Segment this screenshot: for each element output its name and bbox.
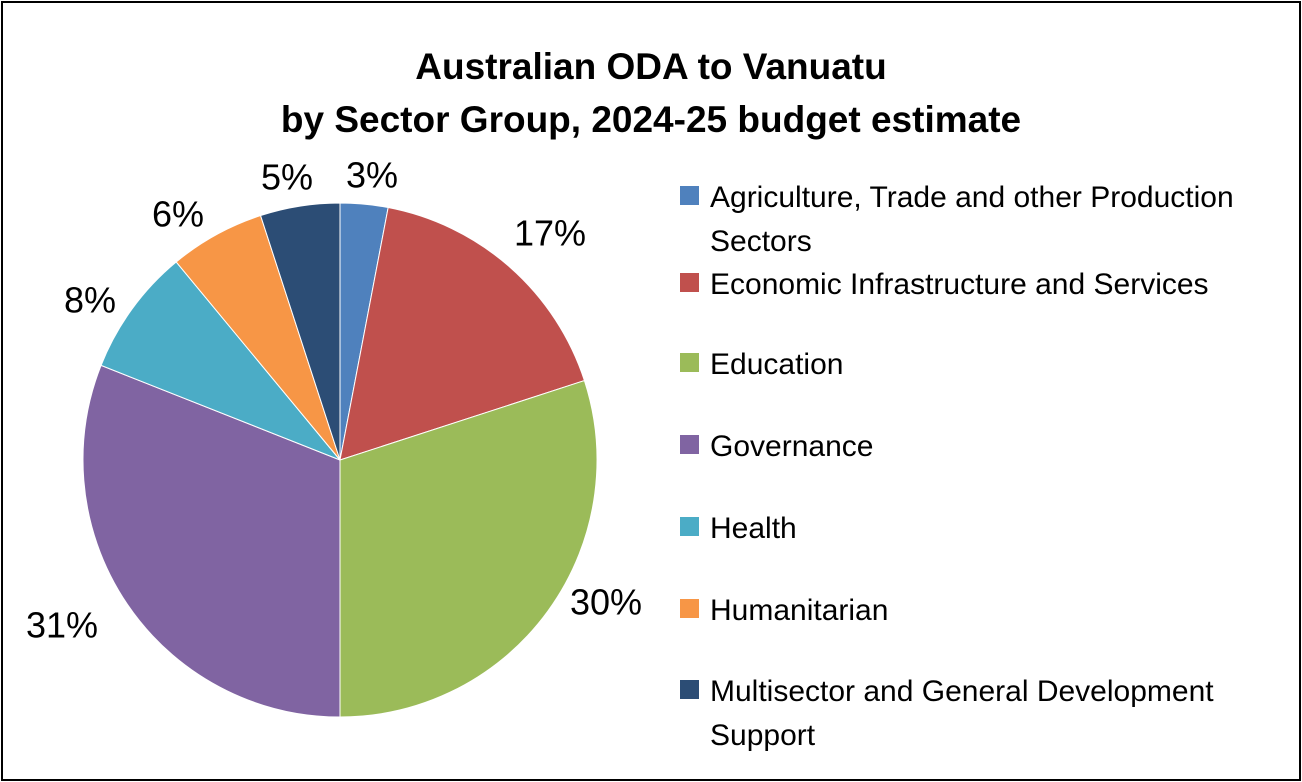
legend-label: Multisector and General Development Supp… xyxy=(710,675,1214,752)
pie-slice-governance xyxy=(82,364,341,718)
data-label-health: 8% xyxy=(64,280,116,321)
legend-label: Economic Infrastructure and Services xyxy=(710,268,1209,301)
legend-swatch xyxy=(680,353,699,372)
data-label-economic-infrastructure-and-services: 17% xyxy=(514,213,586,254)
pie-slices xyxy=(82,202,598,718)
data-label-governance: 31% xyxy=(26,605,98,646)
legend-label: Education xyxy=(710,348,844,381)
pie-slice-economic-infrastructure-and-services xyxy=(339,206,586,461)
legend-label: Health xyxy=(710,512,797,545)
pie-slice-health xyxy=(100,261,341,461)
legend-swatch xyxy=(680,517,699,536)
chart-title-block: Australian ODA to Vanuatu by Sector Grou… xyxy=(0,40,1302,146)
data-label-agriculture-trade-and-other-production-sectors: 3% xyxy=(346,155,398,196)
legend-swatch xyxy=(680,680,699,699)
legend-swatch xyxy=(680,273,699,292)
chart-subtitle: by Sector Group, 2024-25 budget estimate xyxy=(280,99,1022,140)
data-label-education: 30% xyxy=(570,582,642,623)
legend-label: Humanitarian xyxy=(710,594,889,627)
pie-slice-education xyxy=(339,379,598,718)
data-label-multisector-and-general-development-support: 5% xyxy=(261,157,313,198)
legend-swatch xyxy=(680,435,699,454)
chart-title: Australian ODA to Vanuatu xyxy=(415,46,887,87)
legend-label: Agriculture, Trade and other Production … xyxy=(710,181,1234,258)
legend-swatch xyxy=(680,186,699,205)
pie-slice-multisector-and-general-development-support xyxy=(259,202,341,461)
pie-data-labels: 3% 17% 30% 31% 8% 6% 5% xyxy=(26,155,642,646)
legend-label: Governance xyxy=(710,430,874,463)
data-label-humanitarian: 6% xyxy=(152,194,204,235)
legend-swatch xyxy=(680,599,699,618)
